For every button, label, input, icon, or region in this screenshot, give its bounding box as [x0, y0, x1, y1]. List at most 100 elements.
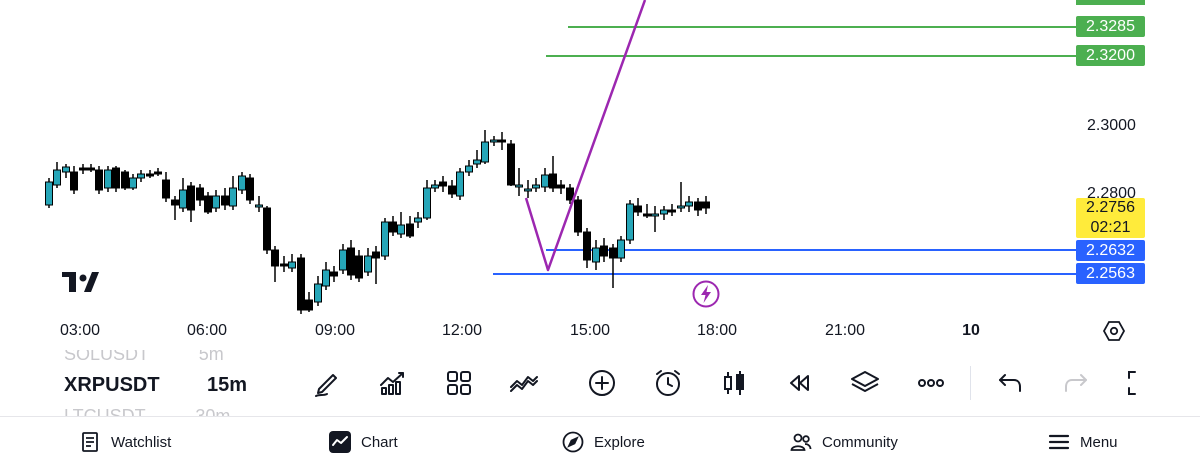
- watchlist-icon: [82, 432, 98, 452]
- candle: [490, 139, 498, 143]
- templates-button[interactable]: [443, 367, 475, 399]
- candle: [685, 201, 693, 207]
- redo-icon: [1065, 374, 1087, 392]
- chart-settings-icon[interactable]: [1102, 319, 1126, 343]
- nav-menu-label: Menu: [1080, 433, 1118, 451]
- fullscreen-button[interactable]: [1124, 367, 1152, 399]
- alert-button[interactable]: [652, 367, 684, 399]
- nav-watchlist[interactable]: Watchlist: [79, 429, 171, 455]
- add-button[interactable]: [586, 367, 618, 399]
- candle: [347, 247, 355, 276]
- timeframe-selector[interactable]: 15m: [207, 374, 248, 396]
- candle: [121, 171, 129, 189]
- candle: [314, 283, 322, 303]
- candle: [397, 224, 405, 235]
- candle: [456, 171, 464, 197]
- candle: [87, 167, 95, 171]
- price-tag-blue-1[interactable]: 2.2632: [1076, 240, 1145, 261]
- candle: [280, 263, 288, 267]
- candle: [643, 213, 651, 217]
- candle: [439, 181, 447, 187]
- redo-button[interactable]: [1060, 367, 1092, 399]
- candle: [62, 166, 70, 173]
- candle: [465, 165, 473, 173]
- menu-icon: [1048, 434, 1070, 450]
- nav-chart[interactable]: Chart: [329, 429, 398, 455]
- candle: [45, 181, 53, 206]
- compare-button[interactable]: [508, 367, 540, 399]
- candle: [364, 255, 372, 273]
- candle: [609, 247, 617, 259]
- candle: [171, 199, 179, 206]
- candle: [187, 185, 195, 211]
- candle: [95, 169, 103, 191]
- layers-button[interactable]: [849, 367, 881, 399]
- nav-menu[interactable]: Menu: [1048, 429, 1118, 455]
- nav-community[interactable]: Community: [790, 429, 898, 455]
- drawing-trend-line[interactable]: [524, 0, 647, 272]
- candle: [212, 195, 220, 209]
- compare-icon: [510, 376, 538, 392]
- price-tag-blue-2[interactable]: 2.2563: [1076, 263, 1145, 284]
- candle: [473, 159, 481, 165]
- candle: [221, 195, 229, 206]
- candle: [406, 223, 414, 237]
- price-chart[interactable]: [0, 0, 1152, 348]
- candle: [79, 167, 87, 171]
- nav-community-label: Community: [822, 433, 898, 451]
- candle: [660, 209, 668, 215]
- time-axis-label: 06:00: [186, 322, 228, 339]
- replay-button[interactable]: [783, 367, 815, 399]
- candle: [668, 209, 676, 213]
- candle: [694, 201, 702, 211]
- indicators-icon: [380, 372, 404, 395]
- candle: [204, 195, 212, 213]
- price-tag-green-2[interactable]: 2.3200: [1076, 45, 1145, 66]
- candle: [179, 189, 187, 209]
- candle: [634, 205, 642, 213]
- nav-chart-label: Chart: [361, 433, 398, 451]
- indicators-button[interactable]: [377, 367, 409, 399]
- candle: [305, 299, 313, 311]
- symbol-selector[interactable]: XRPUSDT: [64, 374, 160, 396]
- draw-button[interactable]: [311, 367, 343, 399]
- alert-icon: [656, 370, 680, 396]
- candle: [339, 249, 347, 271]
- current-price-tag: 2.2756 02:21: [1076, 198, 1145, 238]
- time-axis-label: 21:00: [824, 322, 866, 339]
- candle: [330, 271, 338, 277]
- candle: [288, 261, 296, 269]
- price-axis-label: 2.2800: [1087, 185, 1136, 202]
- candle: [297, 257, 305, 311]
- chart-type-button[interactable]: [718, 367, 750, 399]
- candle: [515, 184, 523, 188]
- nav-explore[interactable]: Explore: [562, 429, 645, 455]
- candles-icon: [724, 371, 744, 395]
- price-tag-green-1[interactable]: 2.3285: [1076, 16, 1145, 37]
- tradingview-logo-icon: [62, 272, 99, 292]
- candle: [322, 269, 330, 287]
- candle: [355, 255, 363, 279]
- chart-icon: [329, 431, 351, 453]
- fullscreen-icon: [1128, 371, 1136, 395]
- compass-icon: [562, 431, 584, 453]
- time-axis-label: 03:00: [59, 322, 101, 339]
- candle: [381, 221, 389, 257]
- more-button[interactable]: [915, 367, 947, 399]
- candle: [557, 184, 565, 189]
- candle: [574, 199, 582, 233]
- time-axis-label: 12:00: [441, 322, 483, 339]
- candle: [532, 184, 540, 189]
- price-axis-label: 2.3000: [1087, 117, 1136, 134]
- nav-watchlist-label: Watchlist: [111, 433, 172, 451]
- candle: [507, 143, 515, 186]
- candle: [196, 187, 204, 201]
- nav-explore-label: Explore: [594, 433, 645, 451]
- candle: [541, 174, 549, 188]
- undo-icon: [999, 374, 1021, 392]
- candle: [271, 249, 279, 267]
- chart-area[interactable]: 2.3000 2.2800 2.3285 2.3200 2.2632 2.256…: [0, 0, 1152, 348]
- time-axis-label: 15:00: [569, 322, 611, 339]
- bolt-icon[interactable]: [692, 280, 720, 308]
- undo-button[interactable]: [994, 367, 1026, 399]
